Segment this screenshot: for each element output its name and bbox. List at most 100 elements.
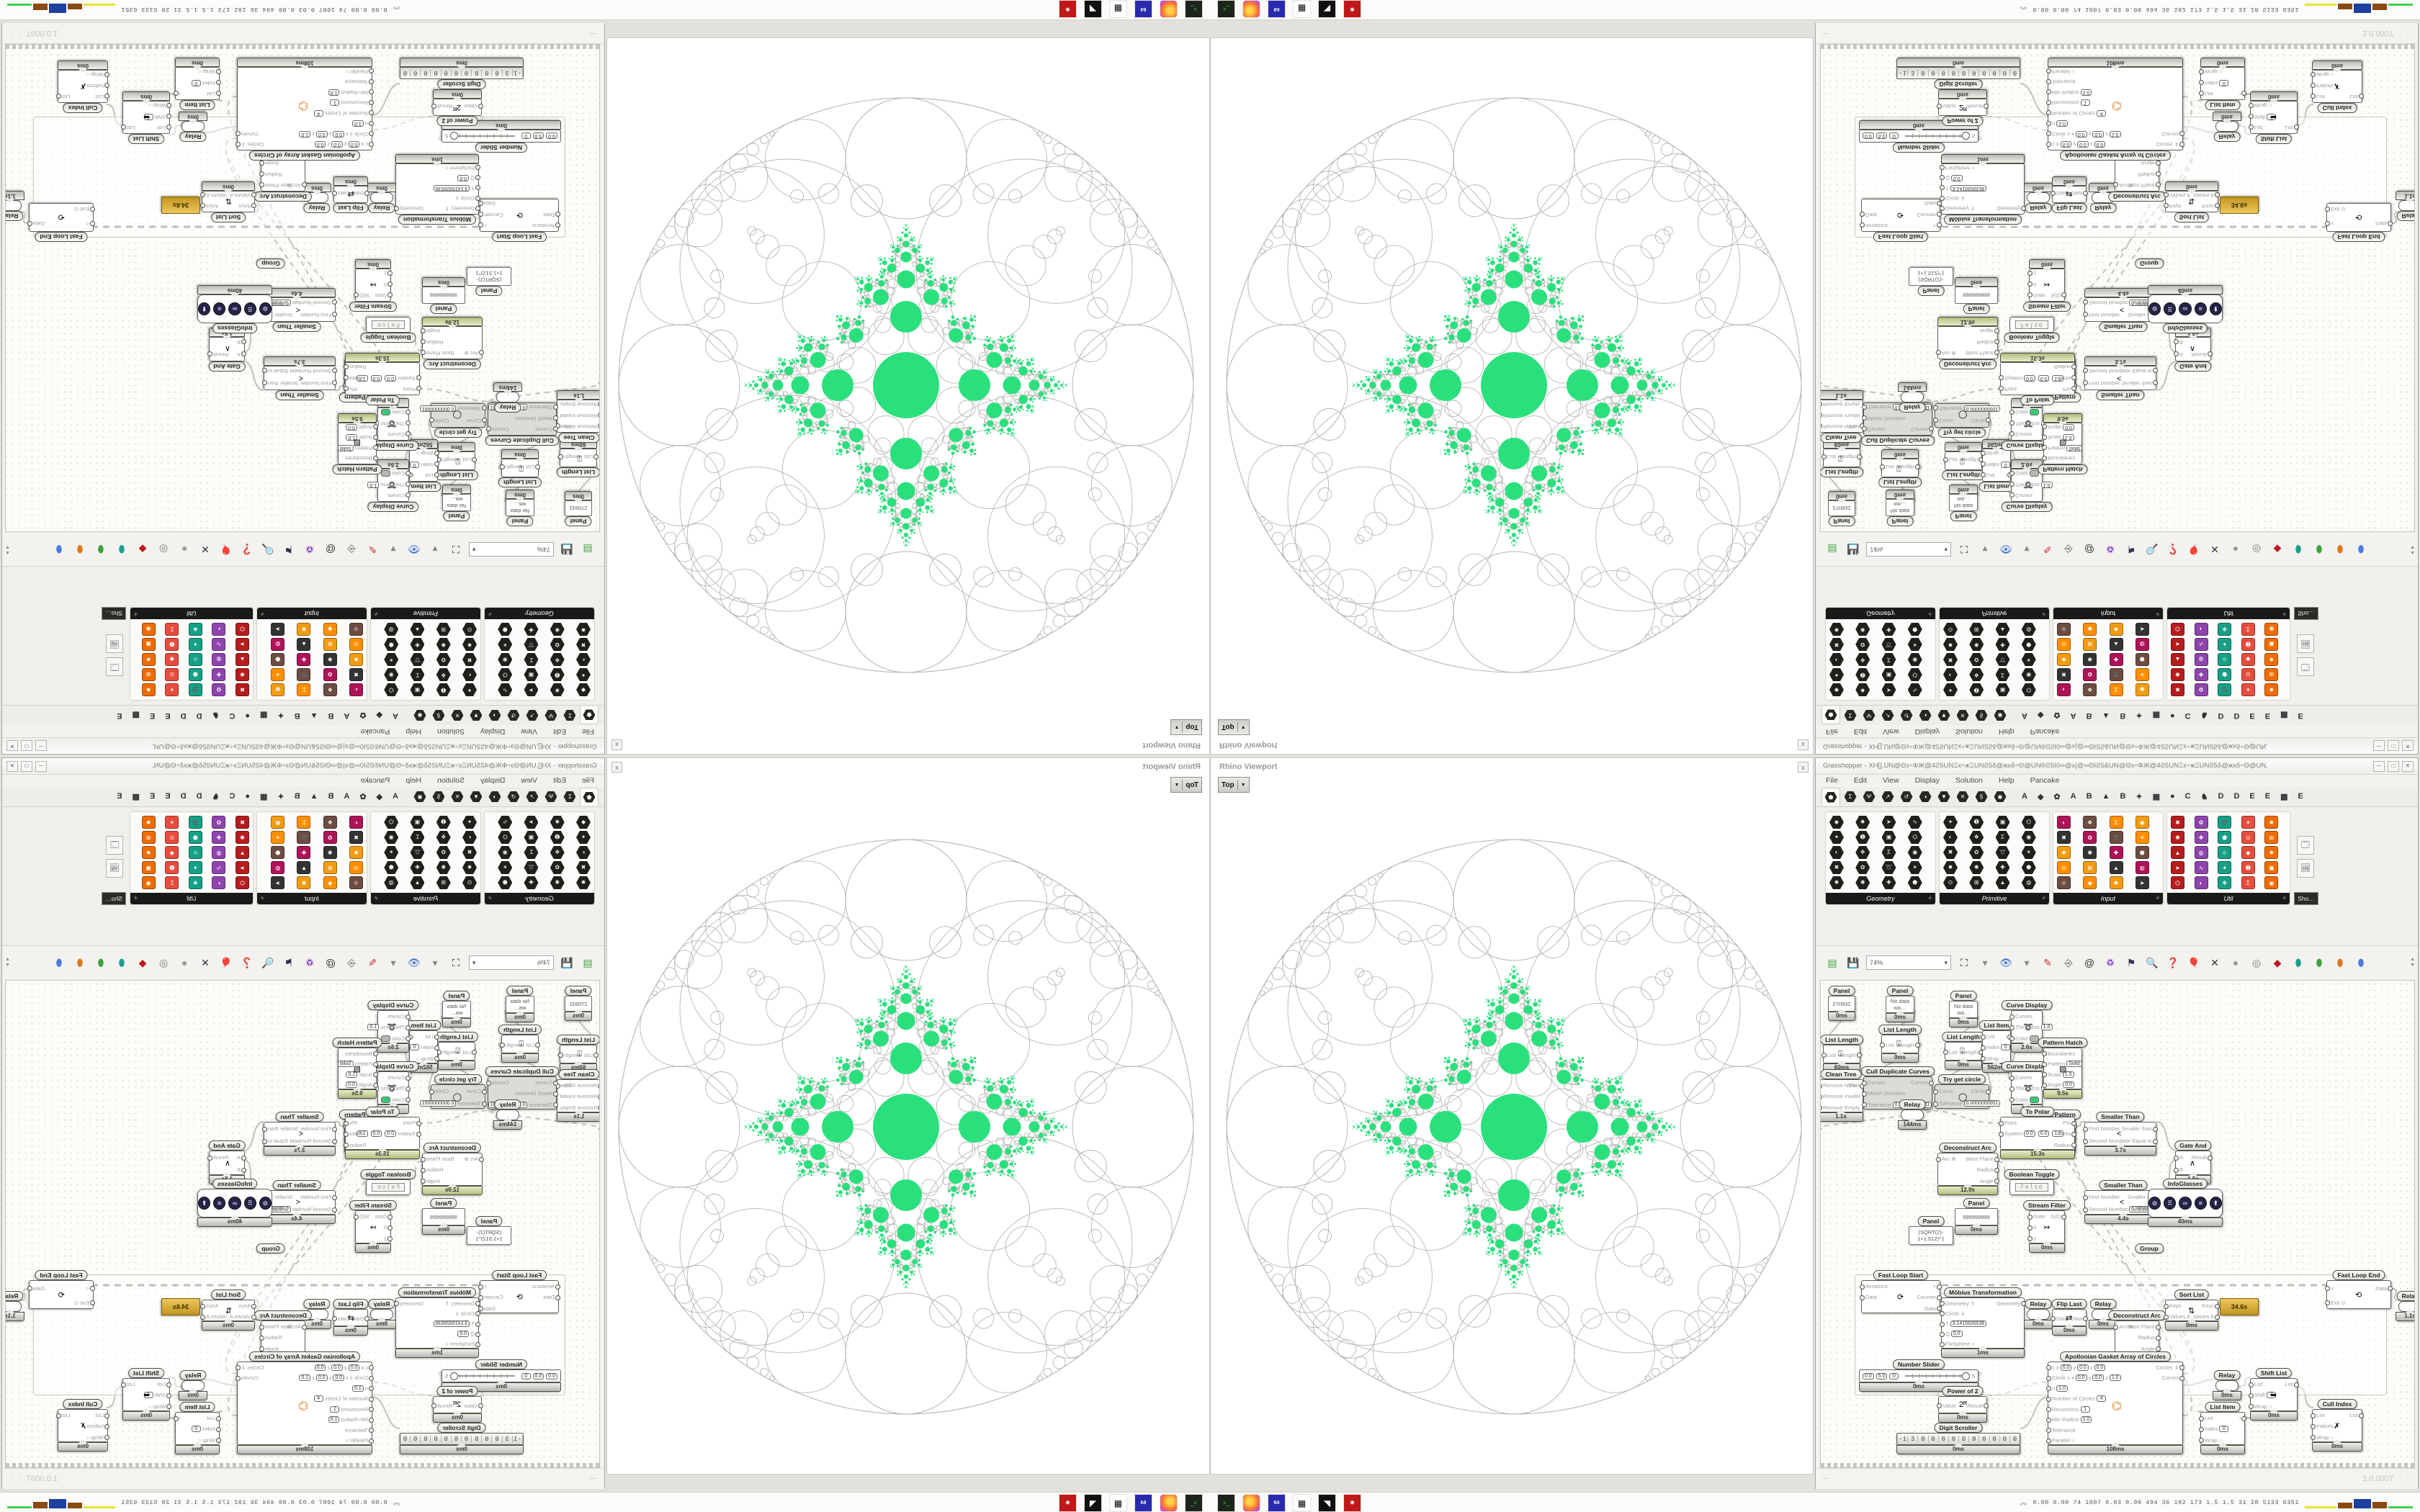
component-icon[interactable]: ➊ <box>1855 831 1870 844</box>
component-icon[interactable]: ✚ <box>2194 831 2208 844</box>
param-chip[interactable]: 0 <box>191 1426 201 1433</box>
component-icon[interactable]: ◆ <box>323 876 337 889</box>
component-icon[interactable]: ▣ <box>1881 831 1896 844</box>
param-chip[interactable]: 0.0 <box>1950 1331 1963 1338</box>
component-icon[interactable]: ✖ <box>2171 816 2184 829</box>
gha-icon[interactable]: ♽ <box>2105 544 2115 555</box>
component-icon[interactable]: ⌬ <box>2171 876 2184 889</box>
tab-plugin-3[interactable]: A <box>2070 711 2076 720</box>
component-icon[interactable]: ⊙ <box>2241 668 2255 681</box>
component-icon[interactable]: ❖ <box>1969 668 1984 681</box>
digit-cell[interactable]: 0 <box>1968 1435 1978 1443</box>
param-chip[interactable]: Solid <box>2066 1061 2082 1068</box>
component-icon[interactable]: ◍ <box>2194 846 2208 859</box>
node-label-smaller-than[interactable]: Smaller Than <box>2096 1112 2145 1122</box>
node-label-list-item[interactable]: List Item <box>405 1020 442 1030</box>
tab-category-5[interactable]: ◑ <box>1917 707 1934 724</box>
gh-node-fast-loop-start[interactable]: Iterations Data > Counter Data ⟳ <box>478 1280 560 1313</box>
component-icon[interactable]: ◐ <box>2194 623 2208 636</box>
node-label-relay[interactable]: Relay <box>179 1370 207 1380</box>
output-port[interactable] <box>1915 464 1920 469</box>
param-chip[interactable]: 0 <box>2001 1044 2011 1051</box>
digit-scroller-node[interactable]: -1 3 0 0 0 0 0 0 0 0 0 0 <box>1896 1433 2020 1445</box>
component-icon[interactable]: ✿ <box>436 846 451 859</box>
param-chip[interactable]: 3.1415926536 <box>1950 1320 1987 1327</box>
component-icon[interactable]: ◐ <box>462 831 477 844</box>
component-icon[interactable]: ➤ <box>2171 861 2184 874</box>
node-label-relay[interactable]: Relay <box>303 1299 331 1309</box>
component-icon[interactable]: ⟐ <box>2057 876 2071 889</box>
component-icon[interactable]: ◉ <box>1908 653 1922 666</box>
gh-node-stream-filter[interactable]: Gate 0 1 S(0) ↣ <box>354 1210 393 1243</box>
blob-white-icon[interactable]: ◎ <box>2251 957 2262 968</box>
eye-icon[interactable]: 👁 <box>1999 544 2012 555</box>
input-port[interactable] <box>2046 1428 2051 1434</box>
component-icon[interactable]: ⌬ <box>2171 623 2184 636</box>
at-icon[interactable]: @ <box>325 957 336 968</box>
input-port[interactable] <box>1943 1050 1948 1055</box>
component-icon[interactable]: ✚ <box>1996 638 2010 651</box>
component-icon[interactable]: ▣ <box>2264 861 2279 874</box>
tab-plugin-0[interactable]: A <box>2022 792 2027 801</box>
palette-expand-icon[interactable]: ＋ <box>2040 895 2046 901</box>
output-port[interactable] <box>207 1155 212 1161</box>
param-chip[interactable]: 0.0 <box>2024 1130 2035 1138</box>
component-icon[interactable]: ✿ <box>2194 683 2208 696</box>
component-icon[interactable]: ⌬ <box>2022 683 2036 696</box>
input-port[interactable] <box>1862 404 1867 410</box>
param-chip[interactable]: 1 <box>330 1405 340 1413</box>
output-port[interactable] <box>2153 1138 2158 1144</box>
toggle-value[interactable]: False <box>2015 1183 2048 1192</box>
param-chip[interactable]: 0 <box>2219 1426 2229 1433</box>
digit-cell[interactable]: 0 <box>421 1435 431 1443</box>
param-chip[interactable]: 1.0 <box>2052 1130 2064 1138</box>
node-label-number-slider[interactable]: Number Slider <box>1892 1359 1945 1369</box>
output-port[interactable] <box>1994 1179 1999 1184</box>
input-port[interactable] <box>475 1341 480 1347</box>
tab-category-1[interactable]: Σ <box>1842 707 1859 724</box>
resize-grip-icon[interactable]: ⋮⋮ <box>8 1475 22 1482</box>
tab-category-8[interactable]: § <box>430 788 447 806</box>
input-port[interactable] <box>405 1075 411 1081</box>
tab-plugin-15[interactable]: E <box>2264 711 2271 720</box>
component-icon[interactable]: ✶ <box>2135 831 2149 844</box>
palette-board-icon[interactable]: 🗔 <box>2297 657 2314 676</box>
gha-icon[interactable]: ♽ <box>305 957 315 968</box>
input-port[interactable] <box>2046 1407 2051 1413</box>
frame-icon[interactable]: ⛶ <box>1960 544 1968 555</box>
gh-node-to-polar[interactable]: Point System 0.0 0.0 1.0 Phi Theta Radius <box>344 1117 421 1150</box>
output-port[interactable] <box>431 1403 436 1408</box>
gh-node-apollonian-gasket-array-of-circles[interactable]: c x 0.0 y 0.0 z 0.0 Circle s x 0.0 y 0.0 … <box>2046 1362 2184 1445</box>
digit-cell[interactable]: 0 <box>482 1435 493 1443</box>
tab-category-2[interactable]: Ψ <box>1860 788 1878 806</box>
drop-orange-icon[interactable]: ⬮ <box>76 957 84 968</box>
component-icon[interactable]: ✖ <box>1943 846 1958 859</box>
component-icon[interactable]: ✶ <box>165 816 179 829</box>
input-port[interactable] <box>2083 1207 2088 1212</box>
input-port[interactable] <box>2249 1404 2254 1410</box>
component-icon[interactable]: ➰ <box>2218 816 2232 829</box>
node-label-fast-loop-end[interactable]: Fast Loop End <box>35 1270 88 1280</box>
palette-group-label[interactable]: Geometry ＋ <box>485 893 594 904</box>
gh-node-shift-list[interactable]: List Shift -1 Wrap ○ List ➥ <box>121 1378 171 1411</box>
input-port[interactable] <box>1862 1080 1867 1086</box>
component-icon[interactable]: ▲ <box>1995 876 2010 889</box>
component-icon[interactable]: ◆ <box>2241 653 2255 666</box>
tab-plugin-4[interactable]: B <box>2086 711 2092 720</box>
tab-category-9[interactable]: ◉ <box>411 788 429 806</box>
menu-item-edit[interactable]: Edit <box>1853 776 1868 785</box>
param-chip[interactable]: 0.0000000001 <box>1963 1100 2001 1107</box>
caret[interactable]: ▾ <box>2024 957 2030 968</box>
component-icon[interactable]: ✿ <box>1969 846 1984 859</box>
component-icon[interactable]: ✖ <box>349 831 363 844</box>
param-chip[interactable]: 0.0000000001 <box>419 1100 457 1107</box>
component-icon[interactable]: ✸ <box>1855 683 1870 696</box>
gem-red-icon[interactable]: ◆ <box>138 957 147 968</box>
palette-group-label[interactable]: Util ＋ <box>130 893 253 904</box>
gh-node-cull-index[interactable]: List Indices Wrap ○ List ✗ <box>56 1409 109 1442</box>
component-icon[interactable]: ⊙ <box>2057 861 2071 874</box>
palette-expand-icon[interactable]: ＋ <box>133 895 139 901</box>
maximize-button[interactable]: □ <box>21 761 32 772</box>
component-icon[interactable]: ✶ <box>2021 846 2036 859</box>
node-label-panel[interactable]: Panel <box>1828 986 1855 996</box>
